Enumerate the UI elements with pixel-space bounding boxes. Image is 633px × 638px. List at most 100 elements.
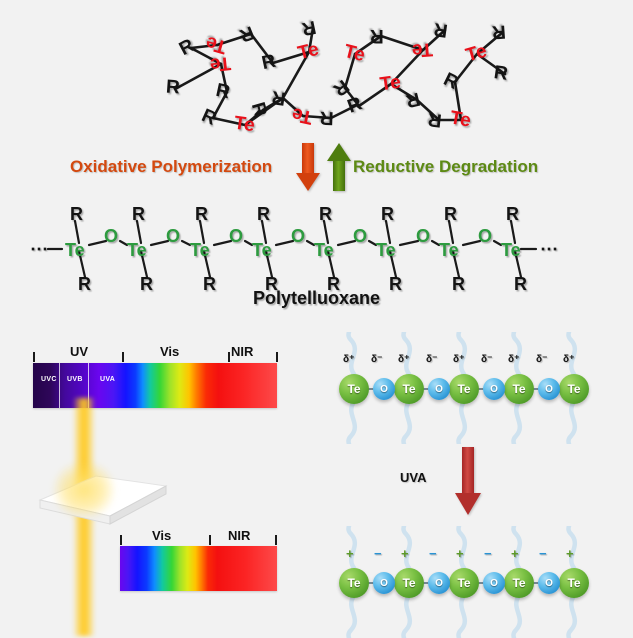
r-group-label: R (491, 20, 507, 43)
alkyl-tail (456, 526, 468, 571)
alkyl-tail (566, 593, 578, 638)
bond-line (212, 239, 233, 247)
alkyl-tail (401, 399, 413, 444)
bond-line (430, 239, 441, 247)
charge-label: δ⁻ (426, 354, 438, 365)
charge-label: δ⁺ (563, 354, 575, 365)
spectrum-tick (228, 352, 230, 362)
r-group-label: R (389, 274, 402, 294)
spectrum-tick (33, 352, 35, 362)
alkyl-tail (566, 399, 578, 444)
bond-line (189, 46, 223, 66)
r-group-label: R (70, 204, 83, 224)
te-atom-label: Te (501, 240, 521, 260)
o-atom-sphere: O (538, 572, 560, 594)
te-atom-label: Te (341, 40, 367, 67)
o-atom-label: O (478, 226, 493, 246)
te-atom-sphere: Te (559, 374, 589, 404)
bond-line (453, 52, 479, 84)
bond-line (87, 239, 108, 247)
uva-step-label: UVA (400, 470, 427, 485)
spectrum-subregion-label: UVA (100, 376, 116, 383)
spectrum-region-label: UV (70, 344, 89, 359)
te-atom-sphere: Te (339, 374, 369, 404)
bond-line (329, 104, 357, 120)
bond-line (118, 239, 129, 247)
polymer-bond-lines (46, 219, 538, 279)
bond-line (175, 62, 223, 90)
full-solar-spectrum-bar (33, 363, 277, 408)
alkyl-tail (511, 332, 523, 377)
alkyl-tail (511, 526, 523, 571)
bond-line (219, 62, 229, 94)
te-atom-sphere: Te (504, 568, 534, 598)
spectrum-subregion-label: UVC (41, 376, 57, 383)
alkyl-tail (511, 399, 523, 444)
page-title: Polytelluoxane (252, 288, 381, 308)
bond-line (281, 96, 305, 118)
arrow-head (455, 493, 481, 515)
r-group-label: R (270, 86, 288, 109)
alkyl-tail (456, 399, 468, 444)
te-atom-sphere: Te (339, 568, 369, 598)
bond-line (415, 98, 441, 122)
chain-continuation-right: ⋯ (540, 239, 558, 259)
bond-line (492, 239, 503, 247)
spectrum-region-label: Vis (152, 528, 172, 543)
r-group-label: R (265, 274, 278, 294)
polytelluoxane-chain-panel: R R Te O R R Te O R R Te O R R Te O R R Te O R R Te O R R Te O R R Te ⋯… (0, 195, 633, 295)
te-atom-label: Te (314, 240, 334, 260)
bond-line (211, 90, 229, 120)
charge-label: δ⁺ (508, 354, 520, 365)
te-atom-label: Te (127, 240, 147, 260)
alkyl-tail (456, 593, 468, 638)
bond-line (77, 249, 87, 279)
charge-label: δ⁺ (398, 354, 410, 365)
bond-line (305, 239, 316, 247)
charge-label: + (566, 546, 574, 561)
bond-line (336, 239, 357, 247)
arrow-shaft (333, 161, 345, 191)
o-atom-sphere: O (483, 572, 505, 594)
bond-line (509, 219, 517, 245)
te-atom-label: Te (448, 107, 473, 132)
alkyl-tail (401, 526, 413, 571)
bond-line (307, 26, 315, 54)
charge-label: − (539, 546, 547, 561)
bond-line (451, 249, 461, 279)
te-atom-sphere: Te (449, 568, 479, 598)
bond-line (322, 219, 330, 245)
bond-line (326, 249, 336, 279)
arrow-shaft (302, 143, 314, 173)
bond-line (243, 96, 285, 127)
bond-line (271, 50, 311, 65)
bond-line (264, 249, 274, 279)
alkyl-tail (401, 593, 413, 638)
r-group-label: R (319, 106, 335, 129)
bond-line (180, 239, 192, 247)
r-group-label: R (327, 274, 340, 294)
alkyl-tail (346, 332, 358, 377)
o-atom-label: O (166, 226, 181, 246)
bond-line (260, 219, 268, 245)
o-atom-sphere: O (483, 378, 505, 400)
te-atom-label: Te (376, 240, 396, 260)
charge-label: δ⁺ (343, 354, 355, 365)
bond-line (357, 82, 393, 108)
r-group-label: R (140, 274, 153, 294)
bond-line (189, 43, 219, 50)
spectrum-region-label: NIR (231, 344, 254, 359)
bond-line (211, 116, 247, 127)
bond-line (475, 52, 507, 76)
charge-label: − (374, 546, 382, 561)
r-group-label: R (257, 204, 270, 224)
chain-continuation-left: ⋯ (30, 239, 48, 259)
spectrum-subregion-label: UVB (67, 376, 83, 383)
charge-label: δ⁻ (371, 354, 383, 365)
r-group-label: R (506, 204, 519, 224)
bond-line (243, 239, 254, 247)
bond-line (513, 249, 523, 279)
charge-label: + (511, 546, 519, 561)
bond-line (389, 82, 419, 102)
